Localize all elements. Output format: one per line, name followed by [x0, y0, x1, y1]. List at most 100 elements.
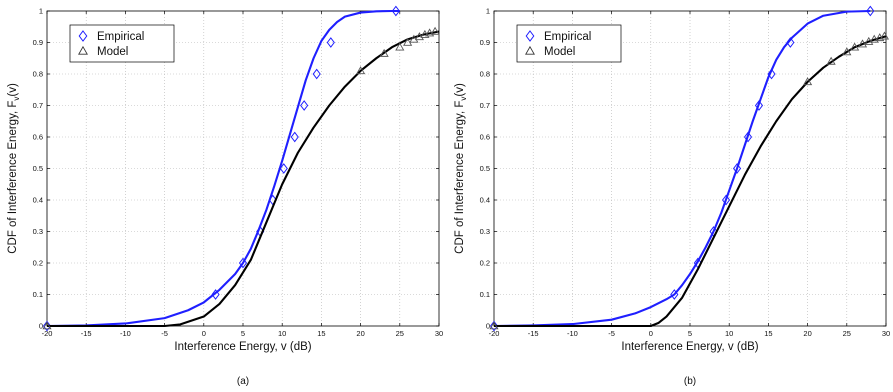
data-point-model: [379, 48, 389, 57]
data-point-empirical: [279, 163, 288, 174]
legend: Empirical Model: [69, 24, 175, 63]
data-point-empirical: [786, 37, 795, 48]
data-point-model: [842, 47, 852, 56]
y-tick-label: 0.4: [33, 196, 43, 205]
data-point-empirical: [721, 194, 731, 206]
x-axis-label: Interference Energy, v (dB): [621, 341, 758, 353]
y-tick-label: 1: [39, 7, 43, 16]
x-tick-label: 15: [764, 329, 772, 338]
y-tick-label: 0.2: [480, 259, 490, 268]
data-point-empirical: [211, 289, 220, 300]
y-tick-label: 0.2: [33, 259, 43, 268]
x-tick-label: -5: [161, 329, 168, 338]
legend: Empirical Model: [516, 24, 622, 63]
data-point-empirical: [743, 131, 753, 143]
y-tick-label: 0: [39, 322, 43, 331]
series-line-empirical: [493, 9, 871, 328]
data-point-model: [356, 66, 366, 75]
y-tick-label: 0.6: [480, 133, 490, 142]
legend-triangle-icon: [78, 45, 88, 55]
data-point-empirical: [767, 68, 776, 80]
x-tick-label: -15: [81, 329, 92, 338]
data-point-empirical: [670, 289, 679, 300]
x-tick-label: 20: [803, 329, 811, 338]
x-tick-label: 5: [241, 329, 245, 338]
data-point-model: [430, 26, 440, 35]
data-point-model: [42, 321, 52, 330]
y-tick-label: 0.5: [480, 164, 490, 173]
y-tick-label: 0.4: [480, 196, 490, 205]
data-point-empirical: [300, 100, 309, 111]
x-tick-label: 15: [317, 329, 325, 338]
legend-diamond-icon: [78, 30, 88, 42]
legend-diamond-icon: [525, 30, 535, 42]
data-point-model: [857, 39, 868, 48]
data-point-empirical: [290, 131, 299, 143]
legend-label: Model: [97, 46, 128, 58]
data-point-model: [826, 56, 836, 65]
legend-box: [516, 24, 622, 63]
x-tick-label: 0: [649, 329, 653, 338]
data-point-empirical: [312, 68, 321, 80]
legend-triangle-icon: [525, 45, 535, 55]
x-tick-label: -5: [608, 329, 615, 338]
legend-label: Empirical: [544, 31, 591, 43]
data-point-model: [850, 42, 860, 51]
x-tick-label: 10: [725, 329, 733, 338]
x-tick-label: -15: [528, 329, 539, 338]
x-tick-label: 10: [278, 329, 286, 338]
x-tick-label: -10: [120, 329, 131, 338]
y-axis-label: CDF of Interference Energy, Fv(v): [454, 83, 468, 254]
chart-panel-b: -20 -15 -10 -5 0 5 10 15 20 25 30 0 0.1 0.2 0.3 0.4 0.5 0…: [454, 5, 890, 387]
y-tick-label: 0.7: [480, 101, 490, 110]
x-tick-label: -20: [42, 329, 53, 338]
data-point-model: [879, 31, 890, 40]
y-tick-label: 0.9: [33, 38, 43, 47]
x-tick-label: -20: [489, 329, 500, 338]
x-tick-label: 30: [882, 329, 890, 338]
y-tick-label: 0.6: [33, 133, 43, 142]
data-point-empirical: [238, 257, 248, 269]
x-tick-label: 30: [435, 329, 443, 338]
data-point-model: [489, 321, 499, 330]
y-tick-label: 0.9: [480, 38, 490, 47]
y-tick-label: 0.7: [33, 101, 43, 110]
data-point-empirical: [42, 320, 52, 332]
panel-label: (a): [237, 376, 249, 387]
data-point-empirical: [732, 163, 742, 174]
data-point-model: [803, 77, 813, 86]
x-axis-label: Interference Energy, v (dB): [174, 341, 311, 353]
y-tick-label: 1: [486, 7, 490, 16]
data-point-model: [395, 42, 405, 51]
data-point-empirical: [866, 5, 875, 17]
x-tick-label: 5: [688, 329, 692, 338]
x-tick-label: -10: [567, 329, 578, 338]
x-tick-label: 20: [356, 329, 364, 338]
y-tick-label: 0.3: [33, 227, 43, 236]
y-tick-label: 0.5: [33, 164, 43, 173]
y-axis-label: CDF of Interference Energy, Fv(v): [7, 83, 21, 254]
panel-label: (b): [684, 376, 696, 387]
data-point-empirical: [489, 320, 499, 332]
data-point-empirical: [754, 100, 764, 111]
legend-box: [69, 24, 175, 63]
series-line-model: [47, 30, 440, 328]
series-line-model: [494, 35, 887, 328]
y-tick-label: 0.8: [33, 70, 43, 79]
data-point-model: [425, 28, 435, 37]
y-tick-label: 0.3: [480, 227, 490, 236]
y-tick-label: 0.1: [33, 290, 43, 299]
legend-label: Empirical: [97, 31, 144, 43]
series-line-empirical: [46, 9, 400, 328]
x-tick-label: 25: [396, 329, 404, 338]
legend-label: Model: [544, 46, 575, 58]
x-tick-label: 25: [843, 329, 851, 338]
data-point-empirical: [326, 37, 335, 48]
data-point-model: [403, 37, 413, 46]
data-point-model: [869, 34, 879, 43]
chart-panel-a: -20 -15 -10 -5 0 5 10 15 20 25 30 0 0.1 0.2 0.3 0.4 0.5 0…: [7, 5, 443, 387]
x-tick-label: 0: [202, 329, 206, 338]
y-tick-label: 0: [486, 322, 490, 331]
y-tick-label: 0.8: [480, 70, 490, 79]
